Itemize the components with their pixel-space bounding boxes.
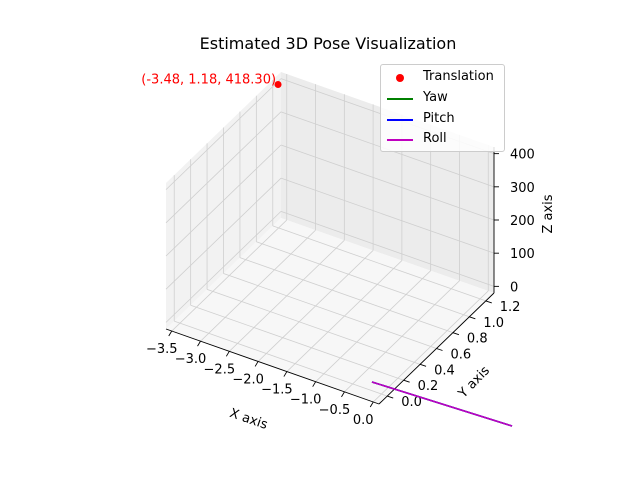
legend-line-pitch — [387, 119, 413, 121]
tick-labels: −3.5−3.0−2.5−2.0−1.5−1.0−0.50.00.00.20.4… — [146, 148, 535, 428]
z-tick-label: 200 — [510, 214, 535, 229]
z-tick-label: 100 — [510, 247, 535, 262]
grid-line-z-back — [280, 144, 495, 221]
grid-line-z-back — [280, 210, 495, 287]
x-tick-label: −3.5 — [146, 342, 178, 357]
legend-label-yaw: Yaw — [423, 90, 448, 105]
y-tick-label: 1.0 — [483, 316, 504, 331]
x-tick-label: −2.0 — [232, 372, 264, 387]
y-tick-mark — [436, 348, 443, 351]
legend-label-translation: Translation — [423, 69, 494, 84]
grid-line-z-left — [165, 78, 282, 190]
grid-line-z-left — [165, 211, 282, 323]
z-tick-label: 400 — [510, 148, 535, 163]
translation-point-label: (-3.48, 1.18, 418.30) — [141, 73, 276, 88]
y-tick-mark — [452, 332, 460, 336]
y-tick-label: 0.2 — [418, 379, 439, 394]
grid-line-y-floor — [256, 241, 470, 318]
x-tick-label: −1.5 — [261, 383, 293, 398]
x-tick-mark — [369, 401, 374, 408]
x-tick-label: −1.0 — [290, 393, 322, 408]
x-tick-mark — [254, 361, 259, 367]
grid-line-z-left — [165, 177, 282, 290]
grid-line-z-left — [165, 144, 282, 257]
x-tick-mark — [283, 371, 288, 377]
x-tick-label: −3.0 — [175, 352, 207, 367]
legend-label-roll: Roll — [423, 131, 447, 146]
legend-item-pitch: Pitch — [381, 110, 506, 130]
y-axis-label: Y axis — [455, 363, 493, 402]
y-tick-mark — [469, 316, 476, 320]
y-tick-label: 0.8 — [467, 332, 488, 347]
x-tick-mark — [197, 340, 201, 347]
x-axis-label: X axis — [228, 406, 270, 433]
legend: Translation Yaw Pitch Roll — [380, 64, 505, 152]
axis-lines — [165, 147, 499, 408]
z-tick-label: 300 — [510, 181, 535, 196]
x-tick-mark — [312, 381, 317, 387]
x-tick-mark — [225, 351, 230, 357]
grid-line-y-floor — [174, 320, 388, 397]
legend-line-roll — [387, 139, 413, 141]
y-tick-label: 0.0 — [401, 395, 422, 410]
x-tick-label: −0.5 — [319, 403, 351, 418]
data-marks: (-3.48, 1.18, 418.30) — [141, 73, 513, 427]
grid-line-y-floor — [272, 225, 486, 302]
x-tick-label: 0.0 — [353, 413, 374, 428]
y-tick-label: 0.4 — [434, 363, 455, 378]
y-tick-mark — [403, 379, 410, 383]
x-tick-mark — [341, 391, 345, 398]
y-tick-mark — [419, 363, 427, 367]
x-axis-line — [165, 328, 380, 405]
legend-label-pitch: Pitch — [423, 111, 455, 126]
grid-line-y-floor — [239, 257, 454, 334]
grid-line-y-floor — [190, 304, 404, 381]
legend-item-yaw: Yaw — [381, 89, 506, 109]
y-tick-mark — [485, 300, 492, 304]
z-tick-label: 0 — [510, 280, 518, 295]
grid-line-z-back — [280, 177, 495, 254]
grid-line-z-left — [165, 111, 282, 224]
y-tick-label: 0.6 — [451, 348, 472, 363]
legend-item-roll: Roll — [381, 130, 506, 150]
legend-marker-translation — [396, 74, 404, 82]
y-tick-mark — [387, 395, 394, 399]
y-tick-label: 1.2 — [500, 300, 521, 315]
x-tick-label: −2.5 — [204, 362, 236, 377]
grid-line-y-floor — [206, 288, 421, 365]
z-axis-label: Z axis — [541, 194, 556, 233]
legend-line-yaw — [387, 98, 413, 100]
orientation-line-roll — [371, 381, 513, 427]
grid-line-y-floor — [223, 273, 437, 349]
translation-point — [274, 81, 282, 89]
x-tick-mark — [168, 330, 173, 337]
legend-item-translation: Translation — [381, 68, 506, 88]
chart-title: Estimated 3D Pose Visualization — [199, 34, 457, 53]
